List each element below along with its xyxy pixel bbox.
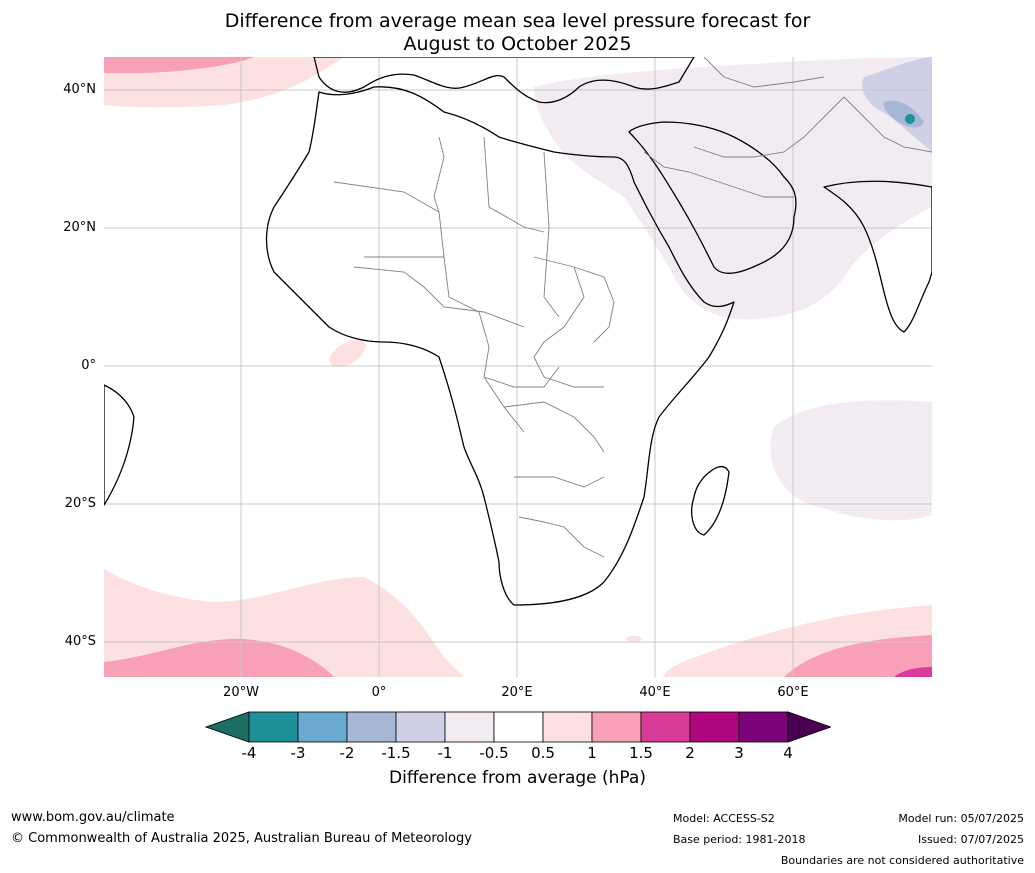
anomaly-region-south-indian-peak bbox=[894, 667, 932, 677]
chart-title: Difference from average mean sea level p… bbox=[0, 10, 1035, 56]
colorbar-extend-min bbox=[205, 711, 250, 743]
colorbar-tick-label: -4 bbox=[241, 744, 257, 762]
colorbar-tick-label: 1.5 bbox=[629, 744, 653, 762]
colorbar-swatch bbox=[542, 711, 593, 743]
colorbar-tick-label: 2 bbox=[685, 744, 695, 762]
footer-disclaimer: Boundaries are not considered authoritat… bbox=[780, 854, 1024, 867]
colorbar-swatch bbox=[738, 711, 789, 743]
anomaly-region-gulf-of-guinea bbox=[329, 340, 366, 367]
map-panel bbox=[104, 57, 932, 677]
footer-model-run: Model run: 05/07/2025 bbox=[898, 812, 1024, 825]
colorbar-swatch bbox=[689, 711, 740, 743]
colorbar-tick-label: -0.5 bbox=[479, 744, 509, 762]
anomaly-region-indian-ocean bbox=[770, 400, 932, 521]
coastlines bbox=[104, 57, 932, 606]
anomaly-region-himalaya-peak bbox=[905, 114, 915, 124]
madagascar-coastline bbox=[691, 465, 730, 536]
colorbar-tick-label: 1 bbox=[587, 744, 597, 762]
europe-coastline bbox=[313, 57, 695, 104]
colorbar-swatch bbox=[248, 711, 299, 743]
anomaly-region-south-indian-core bbox=[784, 635, 932, 677]
lat-label-40n: 40°N bbox=[63, 82, 96, 97]
footer-base-period: Base period: 1981-2018 bbox=[673, 833, 806, 846]
colorbar bbox=[205, 711, 831, 743]
colorbar-extend-max bbox=[787, 711, 831, 743]
anomaly-region-south-atlantic-core bbox=[104, 638, 334, 677]
arabia-coastline bbox=[628, 121, 797, 274]
anomaly-shading bbox=[104, 57, 932, 677]
footer-copyright: © Commonwealth of Australia 2025, Austra… bbox=[11, 831, 472, 846]
lat-label-20s: 20°S bbox=[64, 496, 96, 511]
lat-label-20n: 20°N bbox=[63, 220, 96, 235]
lon-label-20e: 20°E bbox=[501, 685, 533, 700]
footer-model: Model: ACCESS-S2 bbox=[673, 812, 775, 825]
lon-label-20w: 20°W bbox=[223, 685, 259, 700]
lon-label-60e: 60°E bbox=[777, 685, 809, 700]
colorbar-swatch bbox=[346, 711, 397, 743]
footer-issued: Issued: 07/07/2025 bbox=[917, 833, 1024, 846]
colorbar-swatch bbox=[591, 711, 642, 743]
colorbar-tick-label: -1 bbox=[437, 744, 453, 762]
colorbar-tick-label: -1.5 bbox=[381, 744, 411, 762]
map-canvas bbox=[104, 57, 932, 677]
africa-coastline bbox=[265, 86, 735, 606]
lat-label-equator: 0° bbox=[81, 358, 96, 373]
colorbar-swatch bbox=[395, 711, 446, 743]
south-america-coastline bbox=[104, 384, 135, 506]
colorbar-swatch bbox=[493, 711, 544, 743]
colorbar-tick-label: -3 bbox=[290, 744, 306, 762]
country-borders bbox=[333, 57, 932, 558]
footer-url[interactable]: www.bom.gov.au/climate bbox=[11, 810, 175, 825]
anomaly-region-north-atlantic-core bbox=[104, 57, 254, 73]
colorbar-label: Difference from average (hPa) bbox=[389, 768, 646, 788]
title-line-1: Difference from average mean sea level p… bbox=[224, 10, 811, 32]
title-line-2: August to October 2025 bbox=[403, 33, 632, 55]
colorbar-swatch bbox=[297, 711, 348, 743]
colorbar-tick-label: 0.5 bbox=[531, 744, 555, 762]
colorbar-swatch bbox=[640, 711, 691, 743]
india-coastline bbox=[823, 180, 932, 333]
colorbar-swatch bbox=[444, 711, 495, 743]
lon-label-40e: 40°E bbox=[639, 685, 671, 700]
anomaly-region-small-patch bbox=[626, 636, 642, 642]
colorbar-tick-label: 3 bbox=[734, 744, 744, 762]
lat-label-40s: 40°S bbox=[64, 634, 96, 649]
colorbar-tick-label: 4 bbox=[783, 744, 793, 762]
colorbar-tick-label: -2 bbox=[339, 744, 355, 762]
lon-label-0: 0° bbox=[371, 685, 387, 700]
anomaly-region-middle-east bbox=[534, 57, 932, 320]
